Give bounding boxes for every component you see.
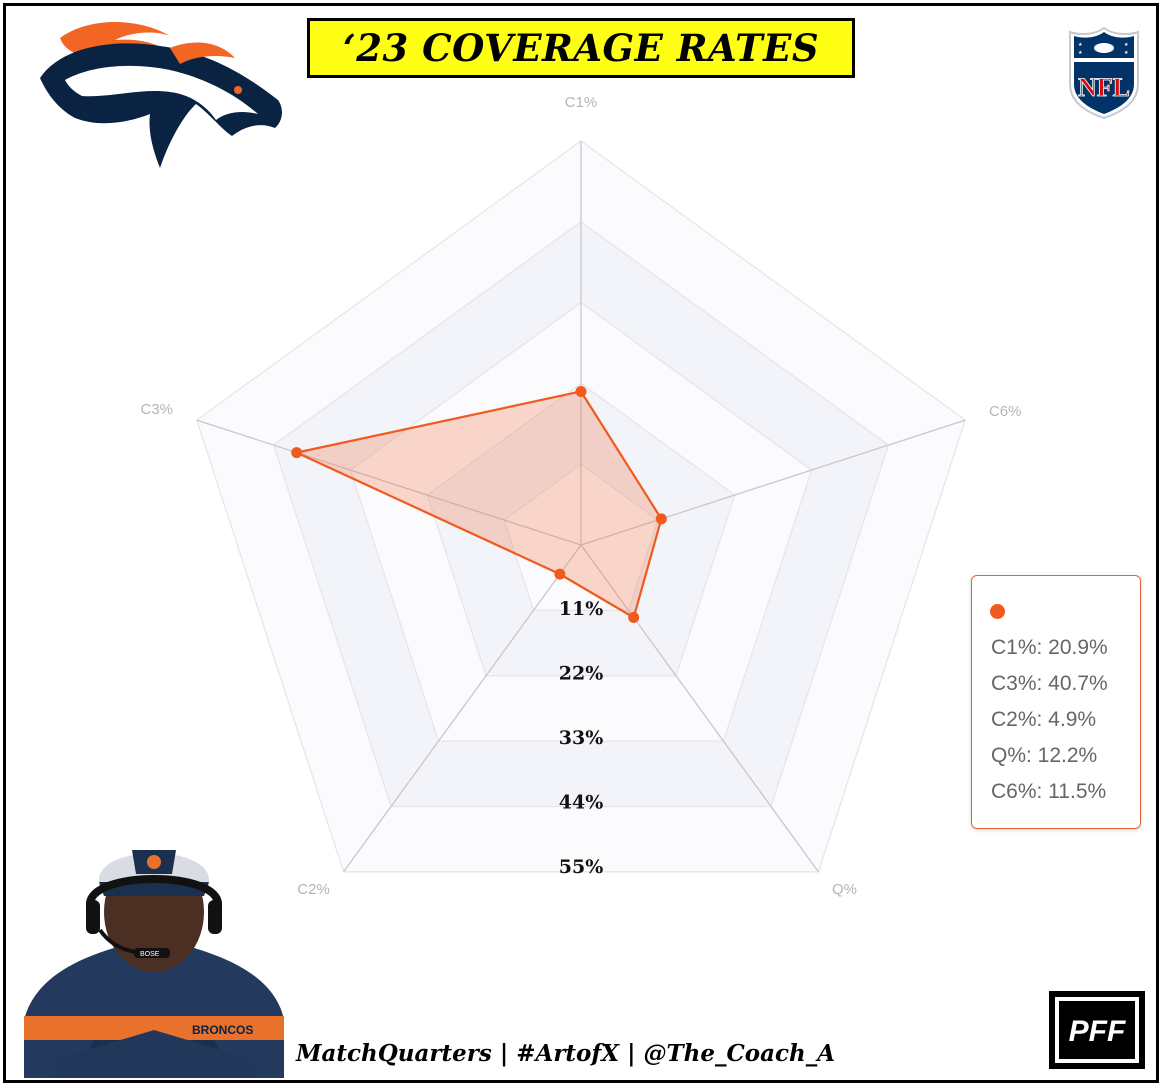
ring-value-label: 33% (559, 727, 604, 749)
footer-credits: MatchQuarters | #ArtofX | @The_Coach_A (296, 1040, 836, 1067)
series-point (575, 385, 587, 397)
series-point (554, 568, 566, 580)
svg-text:★: ★ (1078, 50, 1083, 56)
chart-title-box: ‘23 COVERAGE RATES (307, 18, 855, 78)
pff-logo-text: PFF (1069, 1015, 1126, 1048)
svg-text:★: ★ (1078, 42, 1083, 48)
ring-value-label: 44% (559, 792, 604, 814)
legend-entry: Q%: 12.2% (991, 744, 1098, 767)
radar-axis-line (196, 419, 582, 546)
legend-entry: C2%: 4.9% (991, 708, 1097, 731)
series-area (295, 390, 663, 619)
nfl-logo-icon: ★ ★ ★ ★ NFL (1069, 26, 1139, 120)
svg-text:★: ★ (1124, 42, 1129, 48)
page-frame (3, 3, 1159, 1083)
radar-axis-line (580, 419, 966, 546)
pff-logo-icon: PFF (1049, 991, 1145, 1069)
series-point (628, 611, 640, 623)
chart-legend: C1%: 20.9% C3%: 40.7% C2%: 4.9% Q%: 12.2… (971, 575, 1141, 829)
legend-entry: C1%: 20.9% (991, 636, 1108, 659)
radar-axis-line (343, 544, 582, 873)
ring-value-label: 55% (559, 856, 604, 878)
svg-text:★: ★ (1124, 50, 1129, 56)
coach-shirt-text: BRONCOS (192, 1023, 253, 1037)
axis-label: Q% (832, 881, 857, 898)
legend-series-marker (990, 604, 1005, 619)
nfl-logo-text: NFL (1078, 73, 1130, 102)
legend-entry: C3%: 40.7% (991, 672, 1108, 695)
legend-entry: C6%: 11.5% (991, 780, 1107, 803)
axis-label: C3% (141, 401, 174, 418)
ring-value-label: 11% (559, 598, 604, 620)
series-point (655, 513, 667, 525)
axis-label: C2% (297, 881, 330, 898)
broncos-logo-icon (40, 22, 282, 168)
ring-value-label: 22% (559, 663, 604, 685)
axis-label: C6% (989, 403, 1022, 420)
axis-label: C1% (565, 94, 598, 111)
chart-title: ‘23 COVERAGE RATES (342, 26, 820, 70)
radar-axis-line (580, 544, 819, 873)
coach-headset-text: BOSE (140, 951, 160, 958)
series-point (291, 447, 303, 459)
coach-photo: BRONCOS BOSE (24, 850, 284, 1078)
